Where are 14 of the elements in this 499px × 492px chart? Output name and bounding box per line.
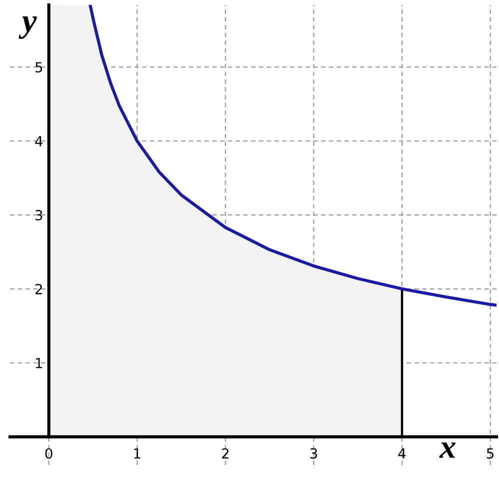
y-tick-label: 1 [36,358,42,368]
x-tick-label: 0 [45,448,52,459]
y-tick-label: 2 [35,284,42,294]
x-tick-label: 2 [222,448,228,458]
x-tick-label: 4 [398,448,406,458]
y-axis-title: y [18,16,37,39]
x-tick-label: 3 [310,448,318,459]
y-tick-label: 3 [36,210,42,220]
x-tick-label: 5 [486,448,494,459]
x-tick-label: 1 [134,448,140,458]
y-tick-label: 5 [36,62,42,73]
y-tick-label: 4 [35,136,42,146]
x-axis-title: x [439,442,456,458]
line-series [88,4,497,307]
